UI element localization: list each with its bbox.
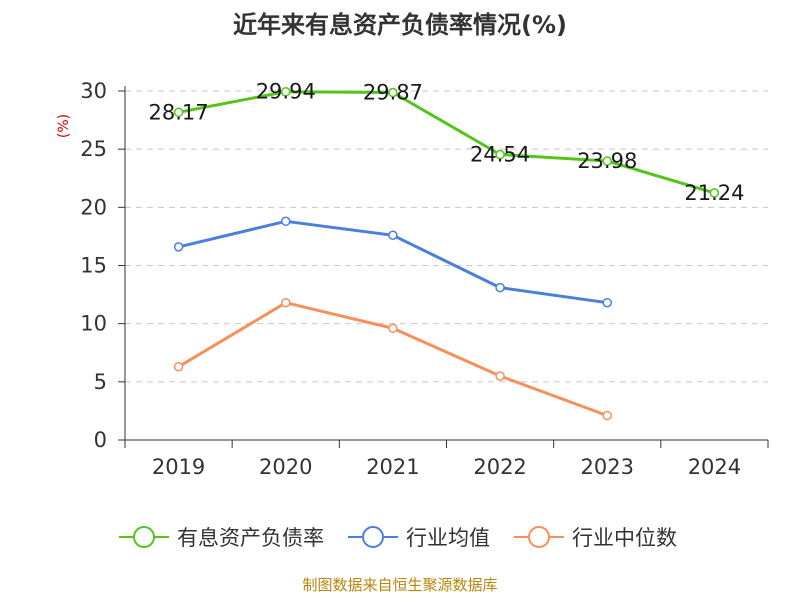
legend-label: 有息资产负债率 — [177, 526, 324, 550]
legend-marker — [528, 526, 550, 548]
data-label: 28.17 — [149, 100, 209, 124]
series-line — [177, 301, 608, 418]
legend-label: 行业中位数 — [572, 526, 677, 550]
data-point — [602, 297, 612, 308]
data-label: 29.94 — [256, 80, 316, 104]
data-label: 21.24 — [684, 181, 744, 205]
y-tick-label: 30 — [80, 79, 107, 103]
data-point — [173, 361, 184, 372]
data-point — [173, 107, 184, 118]
data-point — [495, 282, 505, 293]
axes: 0 5 10 15 20 25 30 2019 2020 2021 2022 2023 2024 — [80, 79, 769, 479]
source-note: 制图数据来自恒生聚源数据库 — [302, 576, 497, 594]
legend-marker — [133, 526, 155, 548]
x-tick-label: 2023 — [581, 455, 634, 479]
data-point — [495, 149, 505, 160]
legend: 有息资产负债率 行业均值 行业中位数 — [119, 526, 677, 550]
data-label: 24.54 — [470, 143, 530, 167]
data-point — [602, 156, 612, 166]
chart-title: 近年来有息资产负债率情况(%) — [233, 11, 567, 39]
legend-marker — [362, 526, 384, 548]
data-point — [602, 410, 612, 421]
data-point — [495, 371, 505, 381]
y-tick-label: 0 — [94, 428, 107, 452]
data-point — [388, 323, 398, 334]
data-labels: 28.17 29.94 29.87 24.54 23.98 21.24 — [149, 80, 745, 205]
data-label: 23.98 — [577, 149, 637, 173]
data-point — [281, 297, 291, 308]
data-point — [173, 242, 184, 252]
gridlines — [125, 90, 768, 383]
data-point — [709, 188, 720, 198]
x-tick-label: 2022 — [473, 455, 526, 479]
series-line — [178, 90, 715, 195]
y-tick-label: 15 — [80, 254, 107, 278]
y-axis-label: (%) — [56, 114, 72, 138]
legend-label: 行业均值 — [406, 526, 490, 550]
series-group — [173, 86, 720, 421]
x-tick-label: 2021 — [366, 455, 419, 479]
x-tick-label: 2024 — [688, 455, 741, 479]
y-tick-label: 25 — [80, 137, 107, 161]
x-tick-label: 2020 — [259, 455, 312, 479]
data-point — [388, 230, 398, 241]
y-tick-label: 20 — [80, 195, 107, 219]
data-label: 29.87 — [363, 81, 423, 105]
data-point — [388, 87, 398, 98]
x-tick-label: 2019 — [152, 455, 205, 479]
y-tick-label: 5 — [94, 370, 107, 394]
y-tick-label: 10 — [80, 312, 107, 336]
data-point — [281, 86, 291, 97]
data-point — [281, 216, 291, 227]
